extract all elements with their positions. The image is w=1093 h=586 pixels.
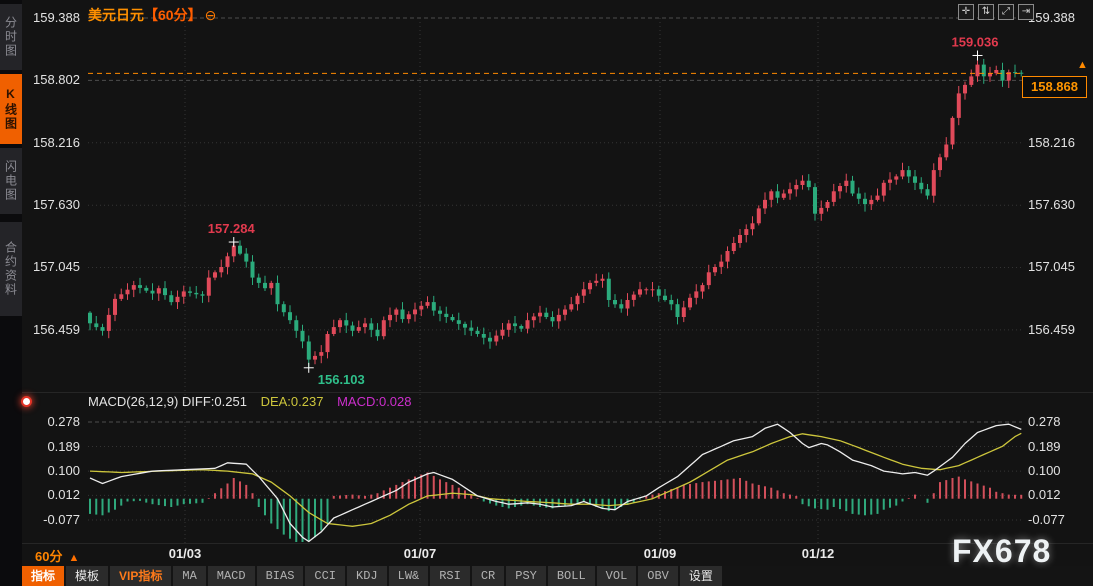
price-axis-label: 157.630 [1028,197,1075,213]
price-axis-label: 158.216 [33,134,80,150]
macd-indicator-header: MACD(26,12,9) DIFF:0.251 DEA:0.237 MACD:… [88,394,412,409]
indicator-tabbar: 指标 模板 VIP指标 MA MACD BIAS CCI KDJ LW& RSI CR PSY BOLL… [22,566,1093,586]
chart-canvas[interactable] [22,0,1093,566]
macd-macd-value: MACD:0.028 [337,394,412,409]
timeframe-label: 60分 [35,549,63,564]
price-axis-label: 0.278 [1028,413,1061,429]
symbol-name: 美元日元 [88,7,144,23]
tab-[interactable]: 模板 [66,566,109,586]
timeframe-selector[interactable]: 60分 ▲ [35,546,79,565]
axis-divider [22,543,1093,544]
x-axis-label: 01/03 [168,546,202,561]
price-axis-label: 158.216 [1028,134,1075,150]
fx678-watermark: FX678 [952,533,1052,569]
price-axis-label: 0.100 [47,463,80,479]
price-axis-label: 0.012 [1028,487,1061,503]
tab-[interactable]: 设置 [679,566,722,586]
price-axis-label: 156.459 [33,321,80,337]
price-axis-label: 0.278 [47,413,80,429]
period-label: 【60分】 [144,7,202,23]
panel-divider [22,392,1093,393]
chart-title: 美元日元【60分】 ⊖ [88,5,216,25]
price-axis-label: 158.802 [33,72,80,88]
sidebar-item-4[interactable]: 合约资料 [0,222,22,316]
x-axis-label: 01/07 [403,546,437,561]
current-price-tag: 158.868 [1022,76,1087,98]
tab-psy[interactable]: PSY [506,566,546,586]
tab-[interactable]: 指标 [22,566,65,586]
pan-icon[interactable]: ✛ [958,4,974,20]
tab-boll[interactable]: BOLL [547,566,595,586]
x-axis-label: 01/09 [643,546,677,561]
price-axis-label: 156.459 [1028,321,1075,337]
shift-right-icon[interactable]: ⇥ [1018,4,1034,20]
price-axis-label: 157.045 [33,259,80,275]
price-axis-label: 0.189 [47,438,80,454]
sidebar-item-1[interactable]: 分时图 [0,4,22,70]
tab-rsi[interactable]: RSI [430,566,470,586]
tab-lw[interactable]: LW& [388,566,429,586]
price-axis-label: 159.388 [1028,10,1075,25]
macd-params-diff: MACD(26,12,9) DIFF:0.251 [88,394,247,409]
tab-bias[interactable]: BIAS [256,566,304,586]
tab-kdj[interactable]: KDJ [347,566,387,586]
price-axis-label: 157.045 [1028,259,1075,275]
tab-ma[interactable]: MA [173,566,206,586]
collapse-icon[interactable]: ⊖ [204,7,217,23]
x-axis-scale-icon[interactable]: ⤢ [998,4,1014,20]
tab-cci[interactable]: CCI [305,566,346,586]
timeframe-arrow-icon: ▲ [68,552,80,564]
tab-vip[interactable]: VIP指标 [110,566,172,586]
price-axis-label: 0.100 [1028,463,1061,479]
macd-dea-value: DEA:0.237 [260,394,324,409]
y-axis-scale-icon[interactable]: ⇅ [978,4,994,20]
price-axis-label: -0.077 [43,511,80,527]
x-axis-label: 01/12 [801,546,835,561]
price-axis-label: -0.077 [1028,511,1065,527]
indicator-alert-icon[interactable] [23,398,30,405]
price-axis-label: 0.189 [1028,438,1061,454]
chart-type-sidebar: 分时图 K线图闪电图合约资料 [0,0,22,586]
tab-macd[interactable]: MACD [207,566,255,586]
price-axis-label: 0.012 [47,487,80,503]
chart-toolbar: ✛ ⇅ ⤢ ⇥ [958,4,1034,20]
price-axis-label: 159.388 [33,10,80,25]
price-up-arrow-icon: ▲ [1077,59,1088,71]
tab-vol[interactable]: VOL [596,566,637,586]
sidebar-item-3[interactable]: 闪电图 [0,148,22,214]
price-axis-label: 157.630 [33,197,80,213]
tab-obv[interactable]: OBV [638,566,678,586]
tab-cr[interactable]: CR [471,566,505,586]
sidebar-item-2[interactable]: K线图 [0,74,22,144]
